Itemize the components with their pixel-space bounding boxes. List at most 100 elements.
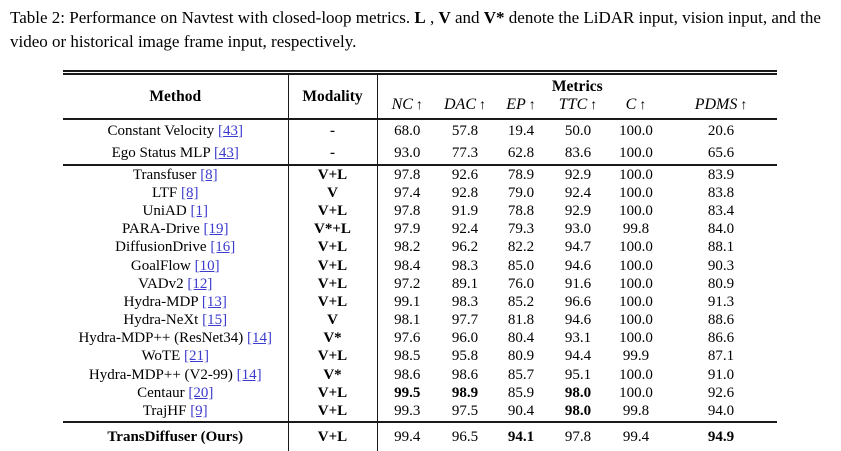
citation-link[interactable]: [20] [188, 384, 214, 401]
citation-link[interactable]: [1] [190, 202, 208, 219]
table-row: GoalFlow [10] V+L 98.4 98.3 85.0 94.6 100.0 90.… [63, 256, 777, 276]
table-row: LTF [8] V 97.4 92.8 79.0 92.4 100.0 83.8 [63, 184, 777, 203]
method-cell: Constant Velocity [43] [63, 119, 289, 142]
citation-link[interactable]: [16] [210, 239, 236, 256]
method-name: Hydra-MDP++ (ResNet34) [78, 330, 244, 347]
citation-link[interactable]: [13] [201, 293, 227, 310]
metric-value: 97.9 [394, 221, 421, 238]
metric-value: 83.6 [564, 144, 592, 161]
metric-value: 97.8 [394, 202, 421, 219]
column-header-metrics-group: Metrics [551, 78, 603, 95]
metric-value: 85.0 [507, 257, 535, 274]
metric-label: TTC [558, 96, 588, 113]
citation-link[interactable]: [43] [218, 122, 244, 139]
metric-value: 92.4 [451, 221, 479, 238]
metric-value: 93.0 [564, 221, 592, 238]
table-caption: Table 2: Performance on Navtest with clo… [10, 6, 834, 54]
method-name: LTF [151, 184, 178, 201]
modality-cell: V+L [288, 275, 378, 294]
metric-value: 62.8 [507, 144, 535, 161]
metric-value: 99.9 [622, 348, 650, 365]
caption-bold-term: V [438, 8, 451, 27]
results-table: Method Modality Metrics NC ↑ DAC ↑ EP ↑ TTC… [63, 70, 778, 451]
column-header-metric-ttc: TTC ↑ [549, 96, 607, 119]
metric-value: 100.0 [619, 330, 653, 347]
metric-value: 78.8 [507, 202, 535, 219]
up-arrow-icon: ↑ [639, 98, 647, 113]
column-header-metric-pdms: PDMS ↑ [665, 96, 777, 119]
metric-value: 100.0 [619, 144, 653, 161]
citation-link[interactable]: [12] [187, 275, 213, 292]
modality-cell: V+L [288, 202, 378, 221]
table-row: Hydra-MDP++ (ResNet34) [14] V* 97.6 96.0 80.… [63, 329, 777, 348]
citation-link[interactable]: [8] [181, 184, 199, 201]
metric-value: 96.2 [451, 239, 479, 256]
metric-value: 98.4 [394, 257, 421, 274]
method-name: VADv2 [138, 275, 184, 292]
metric-value: 97.7 [451, 312, 479, 329]
method-cell: Transfuser [8] [63, 163, 289, 185]
metric-value: 50.0 [564, 122, 592, 139]
citation-link[interactable]: [43] [213, 144, 239, 161]
citation-link[interactable]: [10] [194, 257, 220, 274]
metric-value: 87.1 [707, 348, 735, 365]
citation-link[interactable]: [15] [202, 312, 228, 329]
metric-value: 79.3 [507, 221, 535, 238]
metric-value: 94.0 [707, 403, 735, 420]
metric-value: 100.0 [619, 202, 653, 219]
metric-value: 77.3 [451, 144, 479, 161]
column-header-metric-ep: EP ↑ [493, 96, 549, 119]
citation-link[interactable]: [8] [200, 166, 218, 183]
caption-text: , [425, 8, 439, 27]
metric-value: 99.8 [622, 403, 650, 420]
metric-value: 100.0 [619, 366, 653, 383]
metric-value: 91.0 [707, 366, 735, 383]
metric-value: 94.4 [564, 348, 592, 365]
table-row: TrajHF [9] V+L 99.3 97.5 90.4 98.0 99.8 94.0 [63, 402, 777, 422]
table-row: Hydra-MDP++ (V2-99) [14] V* 98.6 98.6 85.7 95… [63, 366, 777, 385]
table-row: TransDiffuser (Ours) V+L 99.4 96.5 94.1 97.8 9… [63, 420, 778, 451]
metric-value: 97.4 [394, 184, 421, 201]
metric-value: 94.7 [564, 239, 592, 256]
citation-link[interactable]: [14] [236, 366, 262, 383]
metric-value: 83.4 [707, 202, 735, 219]
method-cell: LTF [8] [63, 184, 289, 203]
metric-value: 98.1 [394, 312, 421, 329]
metric-value: 98.2 [394, 239, 421, 256]
metric-value: 90.4 [507, 403, 535, 420]
metric-label: NC [391, 96, 413, 113]
modality-cell: V+L [288, 163, 378, 185]
column-header-metric-c: C ↑ [607, 96, 665, 119]
method-cell: Hydra-NeXt [15] [63, 311, 289, 330]
metric-value: 100.0 [619, 184, 653, 201]
metric-value: 98.6 [394, 366, 421, 383]
table-row: Transfuser [8] V+L 97.8 92.6 78.9 92.9 100.0 83… [63, 163, 778, 185]
column-header-method: Method [63, 72, 289, 119]
metric-value: 99.3 [394, 403, 421, 420]
table-row: PARA-Drive [19] V*+L 97.9 92.4 79.3 93.0 99.8 8… [63, 220, 777, 239]
metric-value: 80.4 [507, 330, 535, 347]
method-name: Ego Status MLP [111, 144, 211, 161]
modality-cell: V*+L [288, 220, 378, 239]
citation-link[interactable]: [19] [203, 221, 229, 238]
metric-value: 90.3 [707, 257, 735, 274]
header-row-top: Method Modality Metrics [63, 72, 777, 119]
metric-value: 85.2 [507, 293, 535, 310]
method-cell: VADv2 [12] [63, 275, 289, 294]
metric-value: 96.5 [437, 420, 493, 451]
modality-cell: V+L [288, 347, 378, 367]
metric-value: 94.6 [564, 312, 592, 329]
metric-label: EP [506, 96, 526, 113]
metric-value: 98.6 [451, 366, 479, 383]
modality-cell: V+L [288, 256, 378, 276]
metric-value: 92.6 [707, 384, 735, 401]
citation-link[interactable]: [14] [247, 330, 273, 347]
table-header: Method Modality Metrics NC ↑ DAC ↑ EP ↑ TTC… [63, 72, 778, 119]
metric-value: 92.6 [437, 163, 493, 185]
metric-value: 86.6 [707, 330, 735, 347]
metric-label: DAC [444, 96, 476, 113]
citation-link[interactable]: [9] [190, 403, 208, 420]
citation-link[interactable]: [21] [184, 348, 210, 365]
method-name: GoalFlow [130, 257, 191, 274]
metric-value: 80.9 [507, 348, 535, 365]
